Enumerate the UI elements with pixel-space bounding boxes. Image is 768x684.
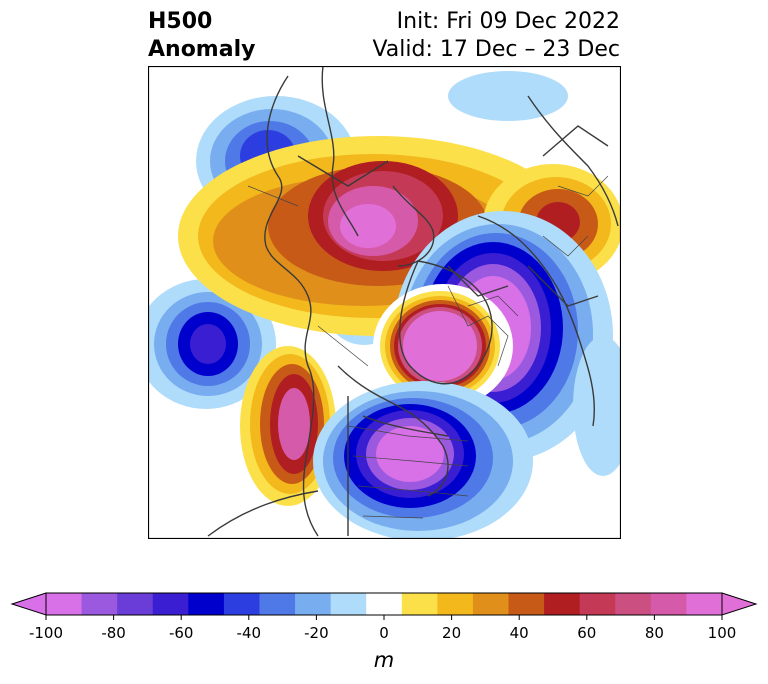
anomaly-positive-westcoast — [240, 346, 336, 506]
title-line2: Anomaly — [148, 37, 256, 62]
colorbar-swatch — [472, 593, 510, 615]
country-borders — [247, 175, 609, 519]
colorbar-swatch — [117, 593, 154, 615]
colorbar-extend-low — [10, 592, 47, 616]
colorbar-swatch — [330, 593, 367, 615]
colorbar-tick-label: 80 — [645, 624, 664, 642]
colorbar-swatch — [544, 593, 581, 615]
colorbar-tick-label: 40 — [510, 624, 529, 642]
colorbar-ticks: -100 -80 -60 -40 -20 0 20 40 60 80 100 — [29, 615, 736, 642]
anomaly-map — [148, 66, 621, 539]
colorbar-tick-label: -20 — [304, 624, 329, 642]
colorbar-tick-label: 100 — [708, 624, 737, 642]
colorbar-tick-label: 60 — [577, 624, 596, 642]
colorbar-swatch — [81, 593, 118, 615]
valid-date: Valid: 17 Dec – 23 Dec — [372, 37, 620, 62]
colorbar-tick-label: -100 — [29, 624, 63, 642]
anomaly-negative-north-fringe — [448, 71, 568, 121]
colorbar-swatch — [188, 593, 225, 615]
anomaly-negative-atlantic-fringe — [573, 336, 621, 476]
colorbar-tick-label: 20 — [442, 624, 461, 642]
anomaly-positive-greenland — [373, 284, 513, 408]
colorbar-swatch — [46, 593, 83, 615]
colorbar-swatch — [152, 593, 189, 615]
colorbar-swatch — [615, 593, 652, 615]
colorbar-swatch — [259, 593, 296, 615]
colorbar-swatch — [401, 593, 438, 615]
chart-title: H500 Anomaly — [148, 8, 255, 64]
colorbar-swatch — [295, 593, 332, 615]
anomaly-negative-northamerica — [313, 381, 533, 539]
colorbar-swatch — [579, 593, 616, 615]
init-date: Init: Fri 09 Dec 2022 — [396, 9, 620, 34]
colorbar-extend-high — [721, 592, 758, 616]
chart-subtitle: Init: Fri 09 Dec 2022 Valid: 17 Dec – 23… — [372, 8, 620, 64]
colorbar-boxes — [10, 592, 758, 616]
title-line1: H500 — [148, 9, 213, 34]
colorbar-swatch — [508, 593, 545, 615]
colorbar-swatch — [650, 593, 687, 615]
colorbar-tick-label: -80 — [101, 624, 126, 642]
colorbar-swatch — [437, 593, 474, 615]
colorbar-swatch — [223, 593, 260, 615]
coastlines — [207, 66, 619, 537]
colorbar-tick-label: -60 — [169, 624, 194, 642]
colorbar-swatch — [686, 593, 723, 615]
colorbar-tick-label: 0 — [379, 624, 389, 642]
colorbar: -100 -80 -60 -40 -20 0 20 40 60 80 100 m — [10, 592, 758, 672]
colorbar-swatch — [366, 593, 403, 615]
colorbar-unit: m — [374, 648, 394, 672]
colorbar-tick-label: -40 — [237, 624, 262, 642]
anomaly-negative-pacific — [148, 279, 276, 409]
